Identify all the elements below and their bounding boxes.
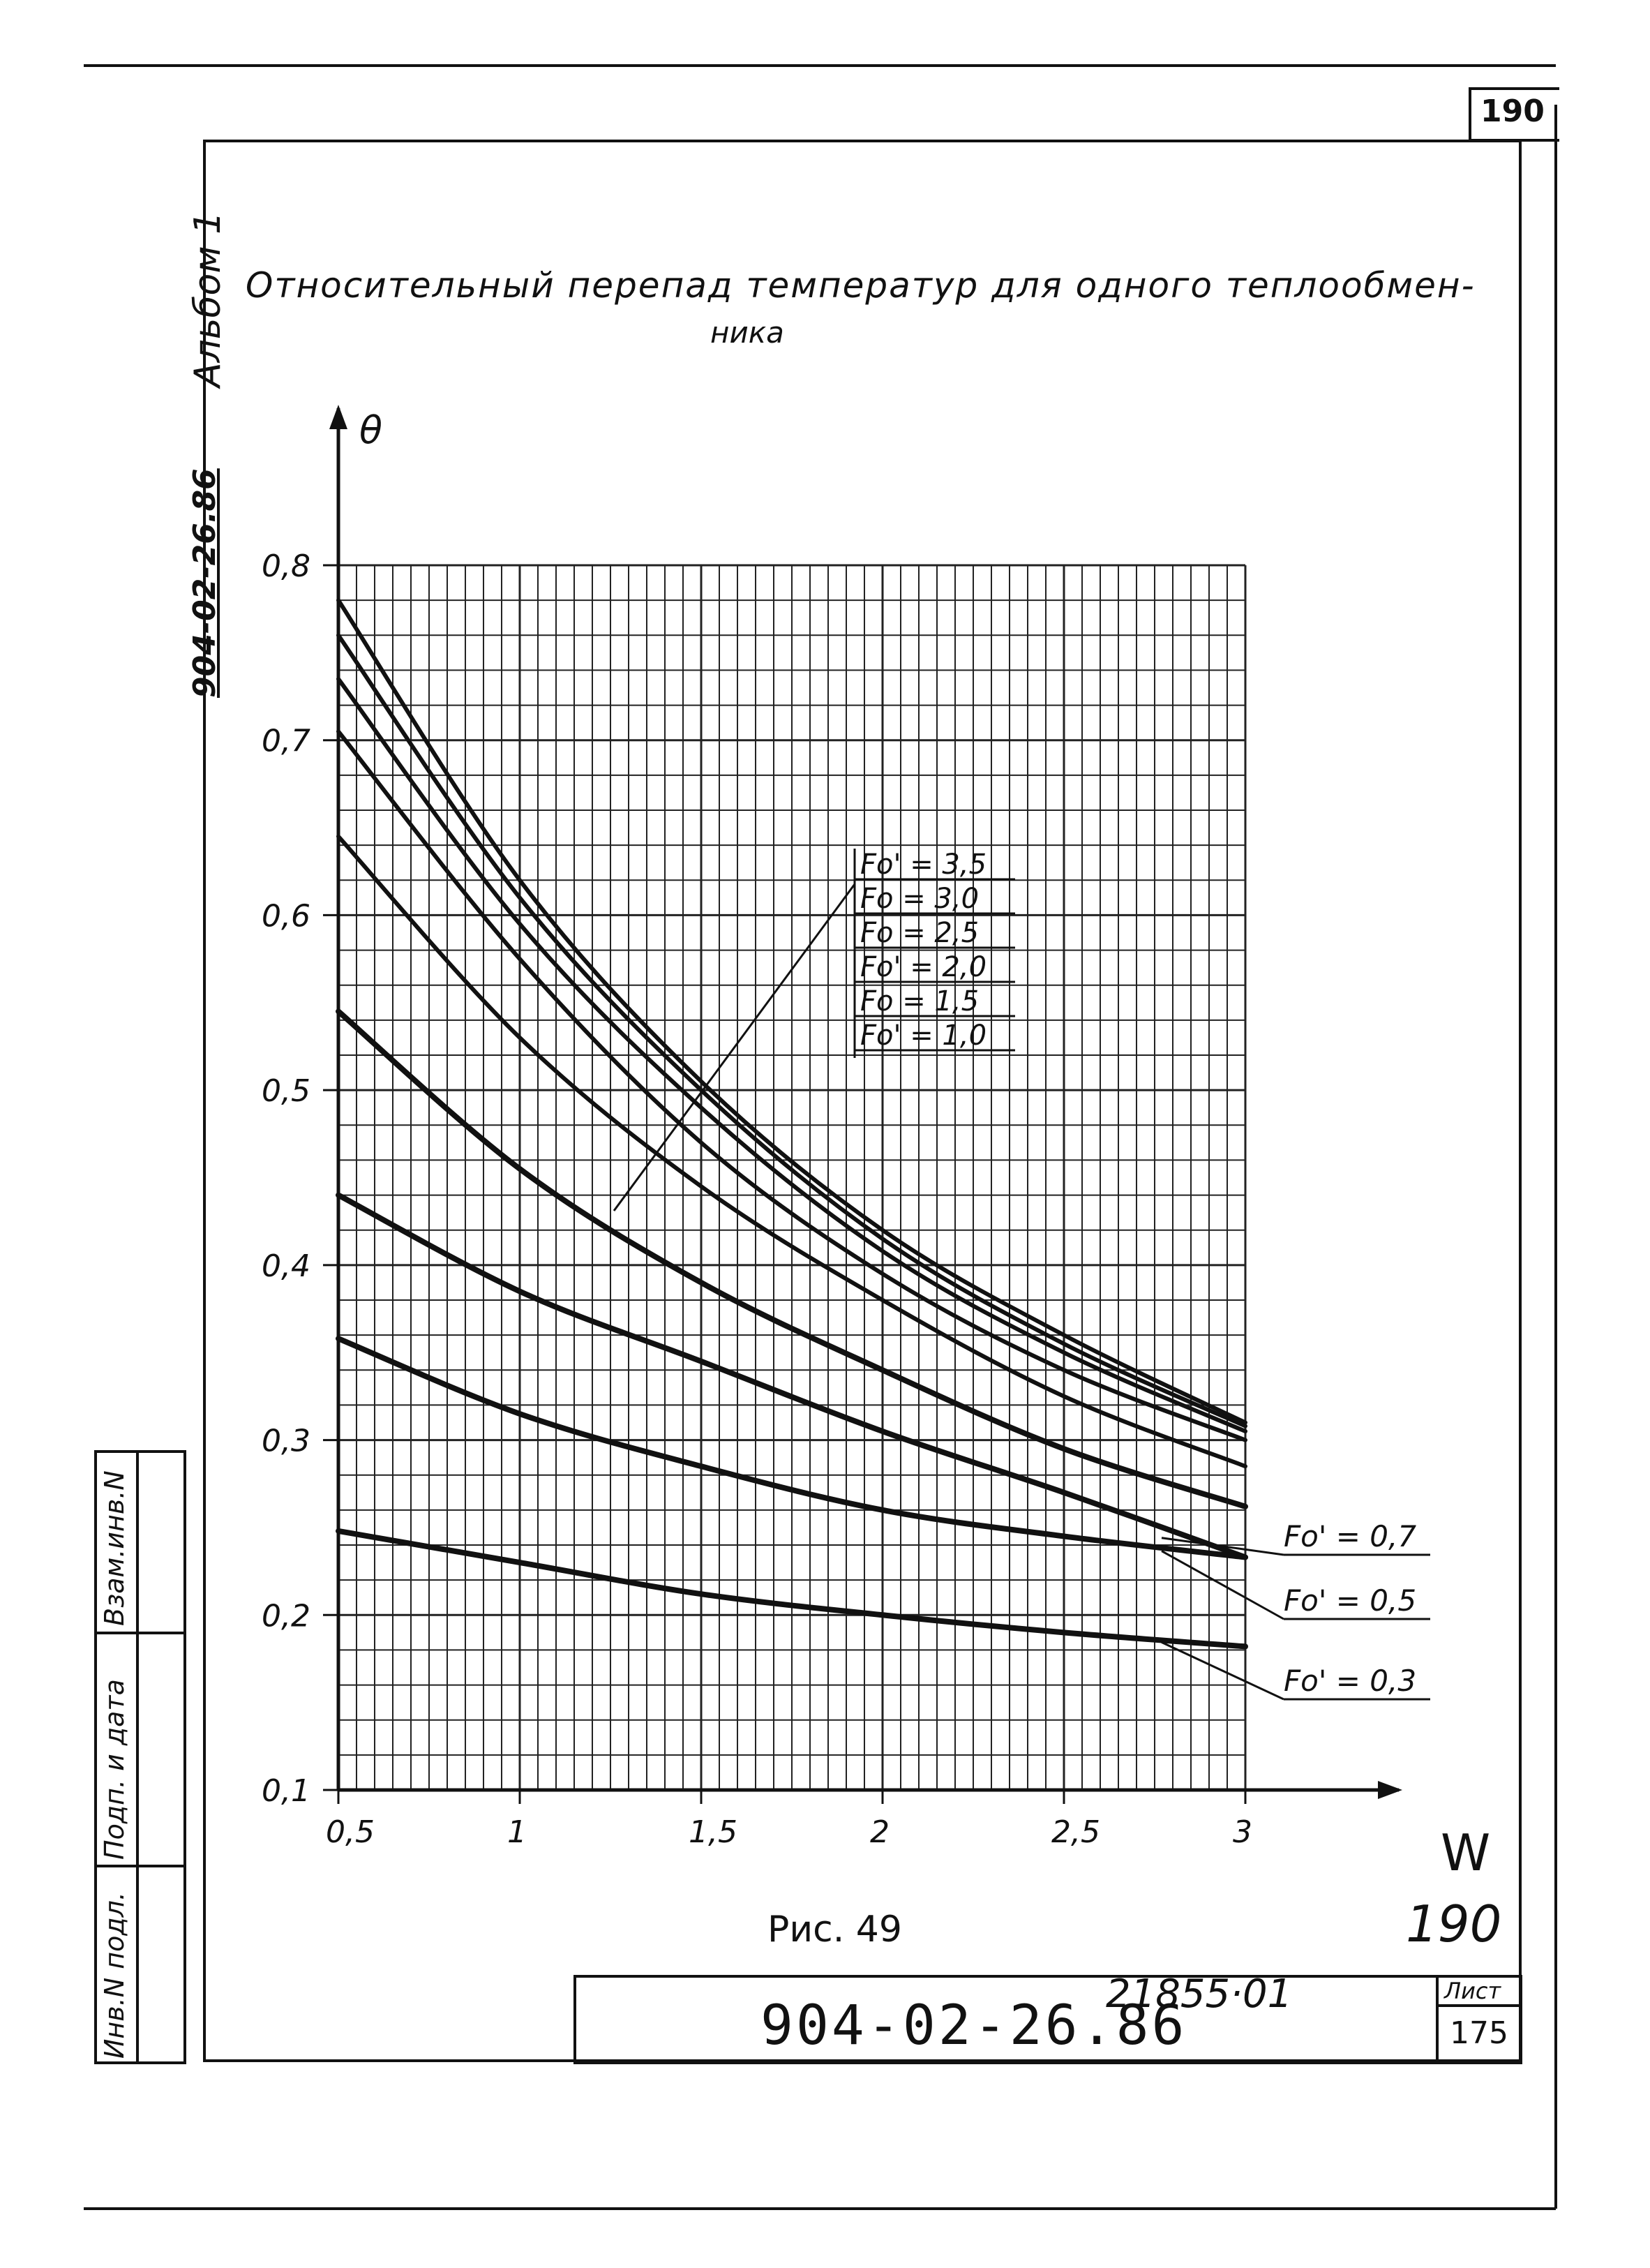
- side-stamp-cell-3: Взам.инв.N: [99, 1470, 130, 1626]
- title-block-hline: [1436, 2004, 1522, 2007]
- y-tick-label: 0,8: [262, 549, 310, 584]
- series-line-7: [336, 1192, 1248, 1560]
- series-line-9: [336, 1528, 1248, 1650]
- y-tick-label: 0,3: [262, 1424, 310, 1459]
- inventory-stamp: 21855·01: [1106, 1971, 1293, 2017]
- series-line-1: [336, 598, 1247, 1425]
- top-border-line: [84, 64, 1556, 67]
- side-stamp-hline-2: [94, 1865, 186, 1867]
- x-tick-label: 1,5: [689, 1814, 737, 1850]
- y-tick-label: 0,6: [262, 898, 310, 934]
- y-axis-label: θ: [359, 408, 382, 452]
- series-line-4: [336, 729, 1247, 1442]
- bottom-border-line: [84, 2207, 1556, 2210]
- side-legend-leader: [1161, 1537, 1284, 1556]
- legend-label: Fo = 1,5: [860, 985, 979, 1017]
- side-stamp-cell-2: Подп. и дата: [99, 1679, 130, 1860]
- corner-number: 190: [1480, 94, 1545, 129]
- side-stamp-cell-1: Инв.N подл.: [99, 1892, 130, 2059]
- legend-label: Fo' = 1,0: [860, 1020, 987, 1052]
- sheet-label: Лист: [1444, 1978, 1501, 2004]
- y-axis-arrow: [329, 405, 347, 429]
- figure-caption: Рис. 49: [767, 1909, 902, 1950]
- series-lines: [336, 598, 1248, 1650]
- side-legend-leader: [1161, 1550, 1284, 1620]
- side-stamp-inner-line: [136, 1450, 139, 2064]
- x-tick-label: 2,5: [1051, 1814, 1100, 1850]
- side-legend-label: Fo' = 0,7: [1284, 1519, 1416, 1553]
- series-line-3: [336, 676, 1247, 1434]
- axes: 0,1 0,2 0,3 0,4 0,5 0,6 0,7 0,8 0,5 1 1,5 2 2,5 3: [262, 405, 1402, 1850]
- side-legend-leader: [1161, 1641, 1284, 1701]
- drawing-frame: [203, 140, 1522, 2062]
- x-tick-label: 1: [507, 1814, 527, 1850]
- x-tick-label: 2: [870, 1814, 890, 1850]
- sheet-number: 175: [1450, 2015, 1508, 2051]
- side-stamp: [94, 1450, 186, 2064]
- title-block: [573, 1975, 1522, 2064]
- series-line-6: [336, 1008, 1248, 1509]
- side-legend-label: Fo' = 0,3: [1284, 1664, 1416, 1698]
- series-line-5: [336, 834, 1247, 1469]
- legend: Fo' = 3,5Fo = 3,0Fo = 2,5Fo' = 2,0Fo = 1…: [613, 849, 1430, 1701]
- x-tick-label: 3: [1233, 1814, 1252, 1850]
- x-axis-arrow: [1378, 1781, 1402, 1799]
- corner-number-box: [1469, 87, 1559, 142]
- y-tick-label: 0,5: [262, 1073, 310, 1109]
- doc-code: 904-02-26.86: [760, 1994, 1187, 2057]
- x-tick-label: 0,5: [326, 1814, 375, 1850]
- series-line-8: [336, 1336, 1248, 1560]
- legend-label: Fo = 2,5: [860, 917, 979, 949]
- chart-title-line1: Относительный перепад температур для одн…: [246, 265, 1476, 306]
- title-block-divider: [1436, 1975, 1439, 2064]
- x-axis-label: W: [1441, 1823, 1490, 1882]
- y-tick-label: 0,1: [262, 1773, 310, 1809]
- right-border-line: [1554, 105, 1557, 2209]
- legend-leader: [613, 883, 856, 1211]
- legend-label: Fo' = 3,5: [860, 849, 987, 881]
- handwritten-number: 190: [1406, 1895, 1502, 1953]
- side-legend-label: Fo' = 0,5: [1284, 1583, 1416, 1618]
- y-tick-label: 0,7: [262, 724, 310, 759]
- legend-label: Fo' = 2,0: [860, 951, 987, 983]
- y-tick-label: 0,4: [262, 1248, 310, 1284]
- series-line-2: [336, 633, 1247, 1428]
- side-stamp-hline-1: [94, 1632, 186, 1634]
- legend-label: Fo = 3,0: [860, 883, 979, 915]
- y-tick-label: 0,2: [262, 1598, 310, 1634]
- chart-title-line2: ника: [710, 315, 784, 350]
